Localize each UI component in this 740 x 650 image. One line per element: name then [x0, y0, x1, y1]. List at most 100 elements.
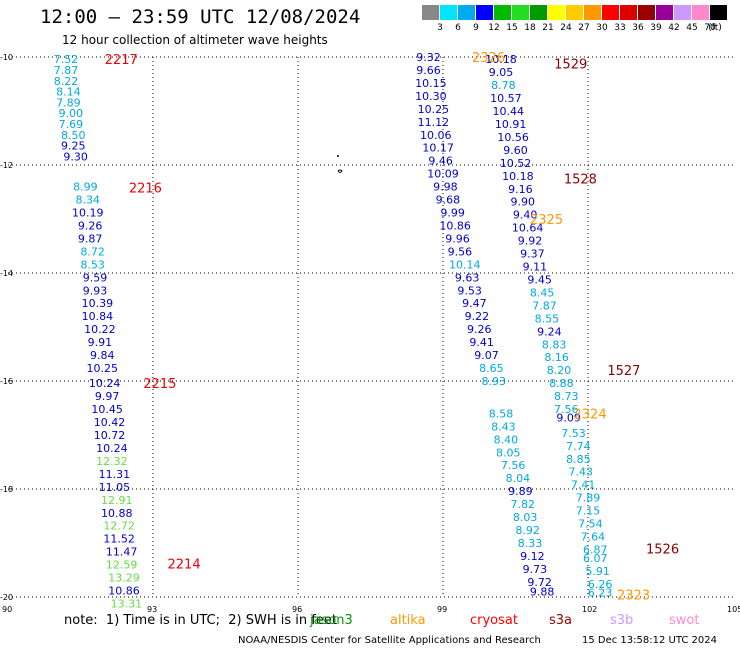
data-point: 10.18: [485, 53, 517, 66]
data-point: 10.44: [493, 105, 525, 118]
data-point: 8.88: [549, 377, 574, 390]
data-point: 9.22: [465, 310, 490, 323]
data-point: 10.24: [89, 377, 121, 390]
data-point: 7.87: [532, 299, 557, 312]
data-point: 8.50: [61, 129, 86, 142]
legend-label: 39: [650, 23, 662, 33]
data-point: 7.64: [581, 531, 606, 544]
data-point: 13.31: [111, 597, 143, 610]
legend-label: 6: [455, 23, 461, 33]
data-point: 8.43: [491, 420, 516, 433]
data-point: 7.41: [571, 479, 596, 492]
data-point: 10.15: [415, 77, 447, 90]
data-point: 9.84: [90, 349, 115, 362]
legend-label: 21: [542, 23, 554, 33]
satellite-swot: swot: [669, 613, 700, 628]
legend-swatch: [602, 5, 619, 20]
satellite-s3b: s3b: [610, 613, 634, 628]
data-point: 10.30: [415, 90, 447, 103]
page-title: 12:00 — 23:59 UTC 12/08/2024: [40, 6, 361, 28]
legend-swatch: [512, 5, 529, 20]
satellite-cryosat: cryosat: [470, 613, 518, 628]
legend-label: 15: [506, 23, 518, 33]
data-point: 8.40: [494, 433, 519, 446]
legend-label: 36: [632, 23, 644, 33]
y-tick-label: -20: [0, 593, 13, 602]
x-tick-label: 105: [727, 605, 740, 614]
data-point: 9.00: [59, 107, 84, 120]
data-point: 8.83: [542, 338, 567, 351]
data-point: 7.53: [561, 427, 586, 440]
y-tick-label: -10: [0, 53, 13, 62]
satellite-altika: altika: [390, 613, 426, 628]
data-point: 10.86: [108, 585, 140, 598]
data-point: 9.12: [520, 550, 545, 563]
data-point: 7.82: [511, 498, 536, 511]
legend-swatch: [440, 5, 457, 20]
data-point: 9.93: [83, 284, 108, 297]
data-point: 10.09: [427, 168, 459, 181]
data-point: 10.91: [495, 118, 527, 131]
data-point: 7.43: [569, 466, 594, 479]
x-tick-label: 102: [582, 605, 597, 614]
data-point: 9.25: [61, 140, 86, 153]
data-point: 7.89: [56, 96, 81, 109]
legend-label: 70: [704, 23, 716, 33]
data-point: 9.47: [462, 297, 487, 310]
data-point: 9.26: [467, 323, 492, 336]
data-point: 10.22: [84, 323, 116, 336]
pass-label: 1527: [607, 364, 640, 379]
data-point: 10.24: [96, 442, 128, 455]
data-point: 8.78: [491, 79, 516, 92]
data-point: 8.22: [54, 75, 79, 88]
data-point: 10.39: [82, 297, 114, 310]
axis-ticks: 90 93 96 99 102 105 -10 -12 -14 -16 -18 -20: [0, 53, 740, 614]
data-point: 9.16: [508, 183, 533, 196]
x-tick-label: 90: [2, 605, 12, 614]
legend-swatch: [458, 5, 475, 20]
data-point: 9.89: [508, 485, 533, 498]
data-point: 11.31: [99, 468, 131, 481]
data-point: 12.72: [103, 520, 135, 533]
y-tick-label: -14: [0, 269, 13, 278]
y-tick-label: -16: [0, 377, 13, 386]
data-point: 7.56: [554, 403, 579, 416]
footer-note: note: 1) Time is in UTC; 2) SWH is in fe…: [64, 613, 337, 628]
legend-swatch: [548, 5, 565, 20]
data-point: 9.98: [433, 181, 458, 194]
data-point: 7.15: [576, 505, 601, 518]
data-point: 10.14: [449, 258, 481, 271]
data-point: 9.68: [436, 194, 461, 207]
data-point: 10.19: [72, 207, 104, 220]
pass-label: 2216: [129, 182, 162, 197]
pass-label: 1529: [554, 57, 587, 72]
data-point: 10.72: [94, 429, 126, 442]
data-point: 7.87: [54, 64, 79, 77]
data-point: 10.88: [101, 507, 133, 520]
data-point: 9.63: [455, 271, 480, 284]
data-point: 6.07: [583, 552, 608, 565]
data-point: 8.85: [566, 453, 591, 466]
data-point: 9.92: [518, 235, 543, 248]
legend-swatch: [422, 5, 439, 20]
data-point: 8.65: [479, 362, 504, 375]
data-point: 9.37: [520, 248, 545, 261]
data-point: 9.97: [95, 390, 120, 403]
footer-timestamp: 15 Dec 13:58:12 UTC 2024: [582, 635, 717, 646]
data-point: 8.92: [515, 524, 540, 537]
legend-swatch: [584, 5, 601, 20]
data-point: 11.05: [99, 481, 131, 494]
coast-mark: [337, 155, 343, 173]
data-point: 9.56: [448, 245, 473, 258]
data-point: 10.84: [82, 310, 114, 323]
data-point: 9.66: [416, 64, 441, 77]
x-tick-label: 93: [147, 605, 157, 614]
data-point: 8.16: [544, 351, 569, 364]
data-point: 10.25: [418, 103, 450, 116]
data-point: 6.87: [583, 543, 608, 556]
data-point: 8.34: [76, 194, 101, 207]
data-point: 8.03: [513, 511, 538, 524]
data-point: 10.18: [502, 170, 534, 183]
pass-label: 2325: [530, 213, 563, 228]
data-point: 9.99: [440, 207, 465, 220]
